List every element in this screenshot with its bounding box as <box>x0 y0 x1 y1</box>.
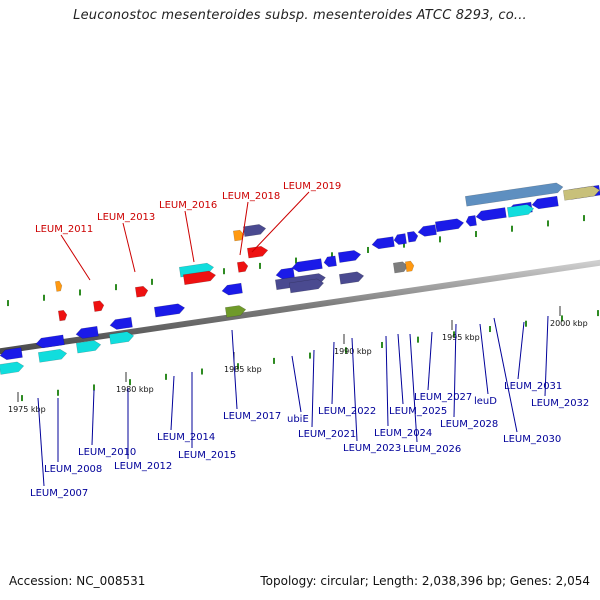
gene-feature[interactable] <box>236 261 249 273</box>
gene-feature[interactable] <box>178 262 215 278</box>
gene-feature[interactable] <box>506 204 535 218</box>
label-leader <box>453 323 457 418</box>
label-leader <box>351 337 358 442</box>
gene-feature[interactable] <box>182 270 217 285</box>
label-leader <box>170 375 175 431</box>
label-leader <box>291 355 302 413</box>
gene-feature[interactable] <box>475 207 507 222</box>
label-leader <box>544 315 549 397</box>
gene-feature[interactable] <box>371 236 395 250</box>
gene-feature[interactable] <box>392 261 409 274</box>
gene-feature[interactable] <box>531 195 559 210</box>
label-leader <box>517 321 525 380</box>
topology-stats: Topology: circular; Length: 2,038,396 bp… <box>260 574 590 588</box>
gene-feature[interactable] <box>108 331 135 345</box>
gene-feature[interactable] <box>434 218 465 233</box>
gene-label-bottom: ubiE <box>287 414 309 425</box>
gene-feature[interactable] <box>35 334 65 349</box>
gene-feature[interactable] <box>246 245 269 259</box>
gene-label-top: LEUM_2018 <box>222 191 280 202</box>
gene-label-bottom: LEUM_2025 <box>389 406 447 417</box>
gene-feature[interactable] <box>75 340 102 354</box>
gene-label-bottom: LEUM_2008 <box>44 464 102 475</box>
label-leader <box>331 341 335 405</box>
scale-tick-label: 1985 kbp <box>224 365 262 374</box>
gene-feature[interactable] <box>224 305 247 318</box>
scale-tick-label: 1980 kbp <box>116 385 154 394</box>
gene-label-bottom: LEUM_2030 <box>503 434 561 445</box>
accession-text: Accession: NC_008531 <box>9 574 146 588</box>
gene-label-bottom: LEUM_2007 <box>30 488 88 499</box>
label-leader <box>251 191 310 253</box>
scale-tick-label: 1995 kbp <box>442 333 480 342</box>
label-leader <box>122 222 136 273</box>
gene-label-bottom: LEUM_2032 <box>531 398 589 409</box>
map-title: Leuconostoc mesenteroides subsp. mesente… <box>73 8 527 23</box>
gene-label-bottom: LEUM_2028 <box>440 419 498 430</box>
label-leader <box>409 333 418 443</box>
gene-feature[interactable] <box>109 316 133 330</box>
gene-label-top: LEUM_2016 <box>159 200 217 211</box>
label-leader <box>184 210 195 263</box>
gene-label-top: LEUM_2013 <box>97 212 155 223</box>
gene-label-bottom: LEUM_2026 <box>403 444 461 455</box>
gene-feature[interactable] <box>288 278 325 294</box>
gene-label-bottom: LEUM_2014 <box>157 432 215 443</box>
gene-label-bottom: LEUM_2027 <box>414 392 472 403</box>
label-leader <box>311 349 315 428</box>
gene-feature[interactable] <box>393 233 407 246</box>
gene-feature[interactable] <box>54 280 63 292</box>
gene-label-bottom: LEUM_2010 <box>78 447 136 458</box>
label-leader <box>385 335 389 427</box>
gene-feature[interactable] <box>134 285 149 298</box>
gene-label-bottom: LEUM_2021 <box>298 429 356 440</box>
gene-feature[interactable] <box>337 249 362 263</box>
gene-feature[interactable] <box>153 303 186 318</box>
gene-feature[interactable] <box>0 347 23 360</box>
gene-feature[interactable] <box>37 348 68 363</box>
gene-feature[interactable] <box>406 231 419 243</box>
label-leader <box>427 331 433 391</box>
gene-label-bottom: LEUM_2015 <box>178 450 236 461</box>
gene-feature[interactable] <box>338 271 365 285</box>
scale-tick-label: 1975 kbp <box>8 405 46 414</box>
gene-feature[interactable] <box>92 300 105 312</box>
gene-feature[interactable] <box>291 258 323 273</box>
gene-feature[interactable] <box>242 223 267 237</box>
gene-label-bottom: LEUM_2031 <box>504 381 562 392</box>
label-leader <box>239 201 249 256</box>
gene-feature[interactable] <box>75 325 99 339</box>
scale-tick-label: 2000 kbp <box>550 319 588 328</box>
label-leader <box>397 333 404 405</box>
gene-feature[interactable] <box>404 260 415 273</box>
gene-feature[interactable] <box>465 215 477 227</box>
gene-feature[interactable] <box>464 182 564 207</box>
gene-label-bottom: leuD <box>474 396 497 407</box>
gene-feature[interactable] <box>417 224 437 238</box>
gene-label-bottom: LEUM_2017 <box>223 411 281 422</box>
gene-label-top: LEUM_2019 <box>283 181 341 192</box>
gene-label-bottom: LEUM_2022 <box>318 406 376 417</box>
gene-feature[interactable] <box>57 309 68 322</box>
genome-backbone <box>0 259 600 355</box>
gene-label-bottom: LEUM_2024 <box>374 428 432 439</box>
label-leader <box>493 317 518 433</box>
gene-label-bottom: LEUM_2012 <box>114 461 172 472</box>
label-leader <box>91 389 95 446</box>
label-leader <box>37 397 45 487</box>
label-leader <box>60 234 91 281</box>
gene-feature[interactable] <box>323 255 337 268</box>
label-leader <box>479 323 489 395</box>
gene-feature[interactable] <box>0 361 25 375</box>
gene-label-top: LEUM_2011 <box>35 224 93 235</box>
gene-feature[interactable] <box>221 282 243 296</box>
gene-features[interactable] <box>0 182 600 375</box>
label-leader <box>231 329 238 410</box>
gene-labels: LEUM_2011LEUM_2013LEUM_2016LEUM_2018LEUM… <box>30 181 589 499</box>
gene-feature[interactable] <box>562 185 600 201</box>
gene-label-bottom: LEUM_2023 <box>343 443 401 454</box>
